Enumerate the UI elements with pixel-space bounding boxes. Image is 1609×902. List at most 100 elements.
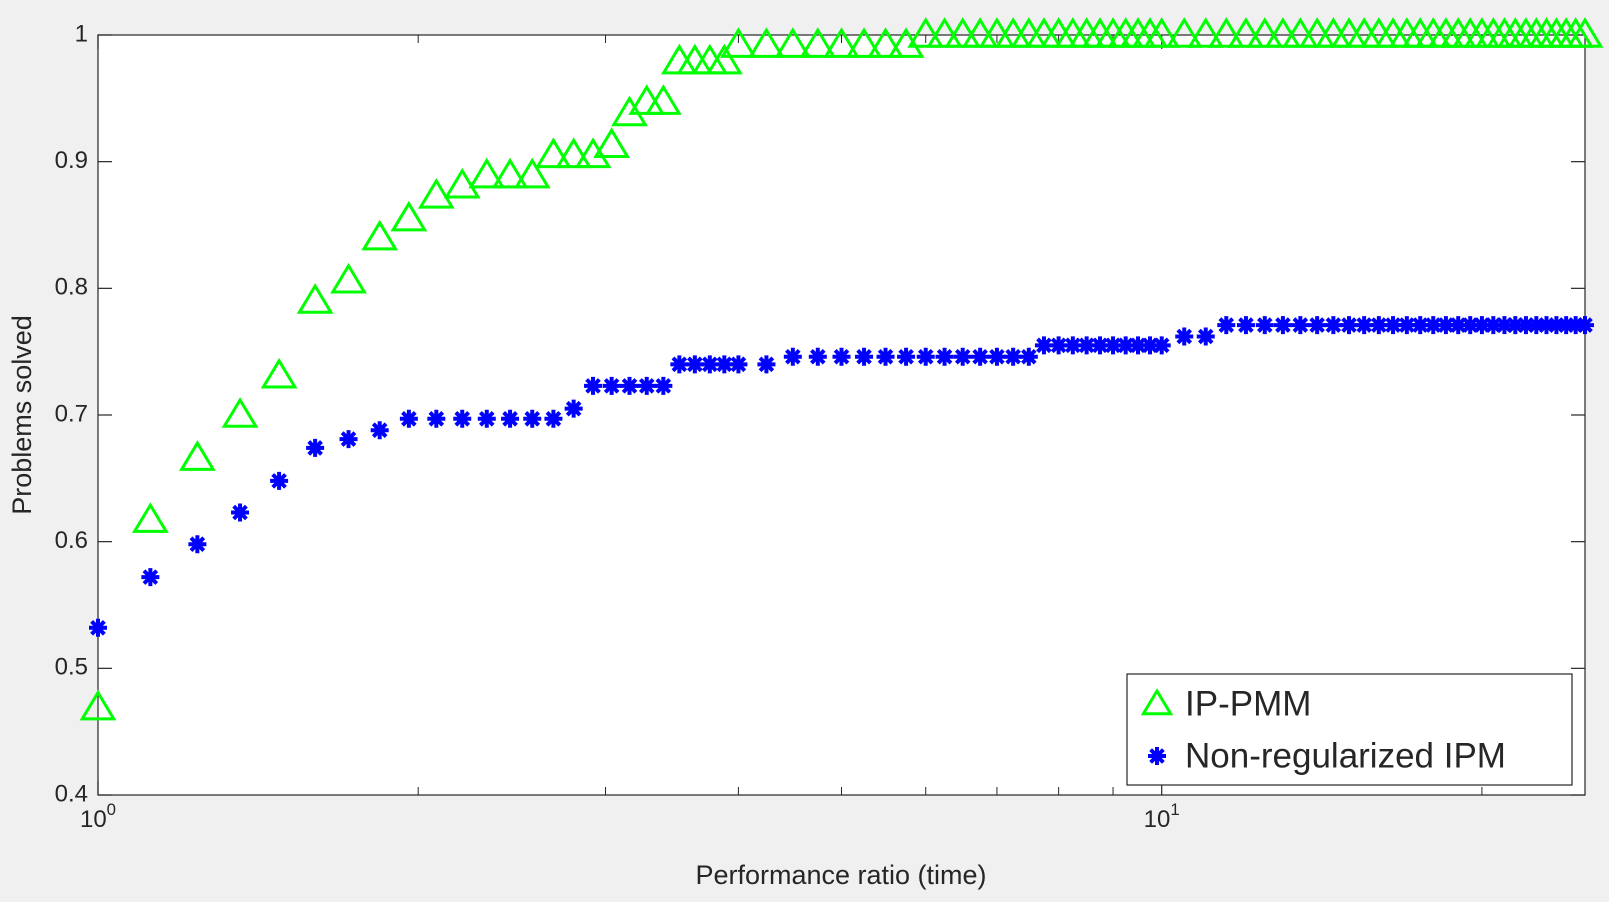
triangle-marker — [907, 17, 945, 48]
triangle-marker — [443, 167, 481, 199]
x-tick-label: 100 — [80, 800, 116, 833]
asterisk-marker — [564, 399, 583, 418]
asterisk-marker — [1049, 336, 1068, 355]
asterisk-marker — [808, 347, 827, 366]
asterisk-marker — [1424, 316, 1443, 335]
legend-box — [1126, 673, 1573, 786]
triangle-marker — [887, 27, 925, 58]
asterisk-marker — [897, 347, 916, 366]
legend-label: Non-regularized IPM — [1185, 736, 1506, 775]
asterisk-marker — [715, 355, 734, 374]
asterisk-marker — [231, 503, 250, 522]
asterisk-marker — [1369, 316, 1388, 335]
triangle-marker — [468, 157, 506, 189]
triangle-marker — [79, 689, 117, 721]
triangle-marker — [513, 157, 551, 189]
triangle-marker — [774, 27, 812, 58]
asterisk-marker — [1004, 347, 1023, 366]
asterisk-marker — [1175, 327, 1194, 346]
asterisk-marker — [1484, 316, 1503, 335]
asterisk-marker — [544, 409, 563, 428]
triangle-marker — [131, 502, 169, 533]
asterisk-marker — [783, 347, 802, 366]
asterisk-marker — [1472, 316, 1491, 335]
triangle-marker — [555, 137, 593, 169]
asterisk-marker — [1537, 316, 1556, 335]
asterisk-marker — [427, 409, 446, 428]
asterisk-marker — [1527, 316, 1546, 335]
triangle-marker — [296, 283, 334, 314]
triangle-marker — [611, 95, 648, 127]
asterisk-marker — [89, 618, 107, 637]
asterisk-marker — [953, 347, 972, 366]
triangle-marker — [1566, 17, 1604, 48]
triangle-marker — [221, 397, 259, 428]
asterisk-marker — [1355, 316, 1374, 335]
asterisk-marker — [670, 355, 689, 374]
asterisk-marker — [1547, 316, 1566, 335]
legend-label: IP-PMM — [1185, 684, 1311, 723]
x-axis-label: Performance ratio (time) — [695, 860, 986, 890]
triangle-marker — [417, 177, 455, 209]
asterisk-marker — [1152, 336, 1171, 355]
asterisk-marker — [1236, 316, 1255, 335]
asterisk-marker — [370, 421, 389, 440]
triangle-marker — [705, 43, 743, 75]
y-tick-label: 0.4 — [55, 780, 88, 807]
asterisk-marker — [339, 430, 358, 449]
triangle-marker — [535, 137, 572, 169]
asterisk-marker — [729, 355, 748, 374]
asterisk-marker — [1116, 336, 1135, 355]
asterisk-marker — [602, 376, 621, 395]
triangle-marker — [593, 127, 631, 158]
asterisk-marker — [971, 347, 990, 366]
axes-box — [97, 34, 1586, 796]
asterisk-marker — [1308, 316, 1327, 335]
triangle-marker — [1143, 17, 1181, 48]
triangle-marker — [361, 219, 399, 251]
asterisk-marker — [1255, 316, 1274, 335]
asterisk-marker — [188, 535, 207, 554]
asterisk-marker — [916, 347, 935, 366]
asterisk-marker — [1516, 316, 1535, 335]
asterisk-marker — [1506, 316, 1525, 335]
asterisk-marker — [1324, 316, 1343, 335]
triangle-marker — [799, 27, 837, 58]
y-tick-label: 0.6 — [55, 527, 88, 554]
asterisk-marker — [1141, 336, 1160, 355]
asterisk-marker — [1495, 316, 1514, 335]
asterisk-marker — [935, 347, 954, 366]
asterisk-marker — [306, 438, 325, 457]
asterisk-marker — [477, 409, 496, 428]
asterisk-marker — [654, 376, 673, 395]
triangle-marker — [178, 440, 216, 471]
triangle-marker — [1165, 17, 1203, 48]
asterisk-marker — [1566, 316, 1585, 335]
plot-area — [98, 35, 1585, 795]
triangle-marker — [823, 27, 860, 58]
triangle-marker — [1187, 17, 1225, 48]
triangle-marker — [926, 17, 963, 48]
asterisk-marker — [501, 409, 520, 428]
triangle-marker — [720, 27, 757, 58]
triangle-marker — [1207, 17, 1245, 48]
asterisk-marker — [399, 409, 418, 428]
asterisk-marker — [1273, 316, 1292, 335]
asterisk-marker — [757, 355, 776, 374]
asterisk-marker — [987, 347, 1006, 366]
asterisk-marker — [1557, 316, 1576, 335]
asterisk-marker — [685, 355, 704, 374]
asterisk-marker — [620, 376, 639, 395]
triangle-marker — [1246, 17, 1284, 48]
asterisk-marker — [270, 471, 289, 490]
asterisk-marker — [876, 347, 895, 366]
y-tick-label: 0.9 — [55, 147, 88, 174]
triangle-marker — [845, 27, 883, 58]
asterisk-marker — [637, 376, 656, 395]
asterisk-marker — [1077, 336, 1096, 355]
x-tick-label: 101 — [1144, 800, 1180, 833]
triangle-marker — [644, 84, 682, 115]
y-tick-label: 0.5 — [55, 654, 88, 681]
asterisk-marker — [1397, 316, 1416, 335]
